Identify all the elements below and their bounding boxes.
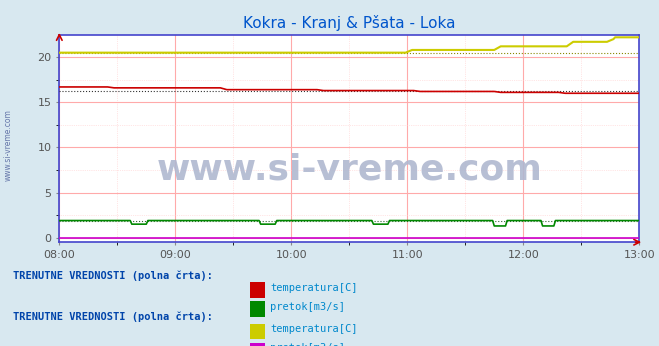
Title: Kokra - Kranj & Pšata - Loka: Kokra - Kranj & Pšata - Loka (243, 15, 455, 31)
Text: pretok[m3/s]: pretok[m3/s] (270, 302, 345, 312)
Text: TRENUTNE VREDNOSTI (polna črta):: TRENUTNE VREDNOSTI (polna črta): (13, 311, 213, 322)
Text: TRENUTNE VREDNOSTI (polna črta):: TRENUTNE VREDNOSTI (polna črta): (13, 270, 213, 281)
Text: temperatura[C]: temperatura[C] (270, 283, 358, 293)
Text: pretok[m3/s]: pretok[m3/s] (270, 344, 345, 346)
Text: temperatura[C]: temperatura[C] (270, 325, 358, 334)
Text: www.si-vreme.com: www.si-vreme.com (3, 109, 13, 181)
Text: www.si-vreme.com: www.si-vreme.com (156, 153, 542, 187)
